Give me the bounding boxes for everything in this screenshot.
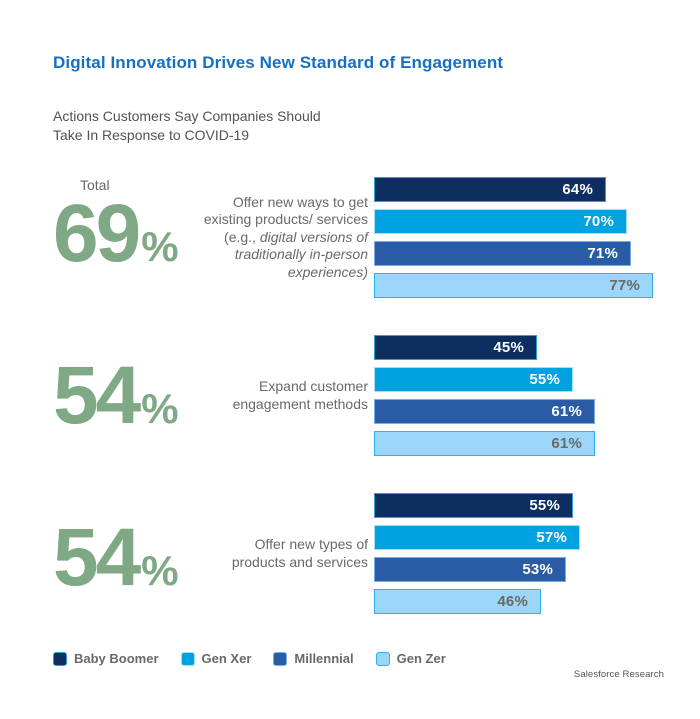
total-stat-percent-sign: % — [141, 547, 179, 594]
bar-row: 77% — [374, 273, 653, 298]
bar: 55% — [374, 367, 573, 392]
total-stat-digits: 69 — [53, 188, 141, 279]
bar-value-label: 77% — [609, 277, 640, 294]
bar: 64% — [374, 177, 606, 202]
category-label-italic-text: digital versions of traditionally in-per… — [234, 228, 368, 280]
bar-value-label: 61% — [551, 403, 582, 420]
total-stat-digits: 54 — [53, 512, 141, 603]
legend-item: Millennial — [273, 651, 354, 666]
source-credit: Salesforce Research — [573, 669, 664, 680]
category-label-text: Offer new types of products and services — [231, 536, 368, 570]
bar-row: 45% — [374, 335, 647, 360]
bar-group: 64% 70% 71% 77% — [374, 177, 653, 298]
total-stat: 54% — [53, 335, 203, 456]
bar-value-label: 70% — [583, 213, 614, 230]
bar: 45% — [374, 335, 537, 360]
bar-group: 55% 57% 53% 46% — [374, 493, 647, 614]
total-stat-percent-sign: % — [141, 385, 179, 432]
legend-item: Baby Boomer — [53, 651, 159, 666]
bar-value-label: 71% — [587, 245, 618, 262]
bar-row: 46% — [374, 589, 647, 614]
total-stat-value: 54% — [53, 355, 179, 437]
category-label-column: Offer new ways to get existing products/… — [203, 177, 368, 298]
chart-section: 54% Expand customer engagement methods 45%… — [53, 335, 647, 456]
bar-value-label: 55% — [529, 371, 560, 388]
bar-row: 71% — [374, 241, 653, 266]
bar: 46% — [374, 589, 541, 614]
total-stat-digits: 54 — [53, 350, 141, 441]
bar-value-label: 61% — [551, 435, 582, 452]
bar-value-label: 46% — [497, 593, 528, 610]
bar: 71% — [374, 241, 631, 266]
bar-value-label: 55% — [529, 497, 560, 514]
bar: 77% — [374, 273, 653, 298]
bar-value-label: 45% — [493, 339, 524, 356]
chart-section: Total 69% Offer new ways to get existing p… — [53, 177, 653, 298]
legend-item: Gen Zer — [375, 651, 446, 666]
total-stat-value: 54% — [53, 517, 179, 599]
bar-row: 55% — [374, 367, 647, 392]
legend-label: Gen Zer — [396, 651, 446, 666]
total-stat: 54% — [53, 493, 203, 614]
legend-item: Gen Xer — [180, 651, 252, 666]
legend-label: Gen Xer — [201, 651, 252, 666]
bar-group: 45% 55% 61% 61% — [374, 335, 647, 456]
bar-row: 53% — [374, 557, 647, 582]
category-label-column: Expand customer engagement methods — [203, 335, 368, 456]
bar-row: 61% — [374, 431, 647, 456]
bar: 55% — [374, 493, 573, 518]
bar: 61% — [374, 431, 595, 456]
page-title: Digital Innovation Drives New Standard o… — [53, 53, 504, 72]
legend-swatch — [53, 651, 67, 666]
bar-row: 70% — [374, 209, 653, 234]
bar: 53% — [374, 557, 566, 582]
bar-row: 55% — [374, 493, 647, 518]
bar: 70% — [374, 209, 627, 234]
chart-legend: Baby Boomer Gen Xer Millennial Gen Zer — [53, 651, 647, 666]
category-label: Offer new types of products and services — [203, 536, 368, 571]
bar-value-label: 53% — [522, 561, 553, 578]
category-label-text: Offer new ways to get existing products/… — [203, 193, 368, 245]
bar: 61% — [374, 399, 595, 424]
bar-value-label: 64% — [562, 181, 593, 198]
bar-row: 57% — [374, 525, 647, 550]
chart-body: Total 69% Offer new ways to get existing p… — [53, 177, 653, 614]
bar: 57% — [374, 525, 580, 550]
category-label-column: Offer new types of products and services — [203, 493, 368, 614]
legend-label: Millennial — [294, 651, 354, 666]
total-stat: Total 69% — [53, 177, 203, 298]
category-label-text: Expand customer engagement methods — [232, 378, 368, 412]
chart-subtitle: Actions Customers Say Companies Should T… — [53, 108, 321, 143]
category-label: Expand customer engagement methods — [203, 378, 368, 413]
bar-value-label: 57% — [536, 529, 567, 546]
legend-swatch — [375, 651, 390, 666]
total-stat-value: 69% — [53, 193, 179, 275]
legend-swatch — [180, 651, 195, 666]
bar-row: 61% — [374, 399, 647, 424]
chart-section: 54% Offer new types of products and servi… — [53, 493, 647, 614]
legend-label: Baby Boomer — [74, 651, 159, 666]
category-label: Offer new ways to get existing products/… — [203, 194, 368, 282]
total-stat-percent-sign: % — [141, 223, 179, 270]
total-label: Total — [80, 177, 110, 193]
legend-swatch — [273, 651, 288, 666]
bar-row: 64% — [374, 177, 653, 202]
